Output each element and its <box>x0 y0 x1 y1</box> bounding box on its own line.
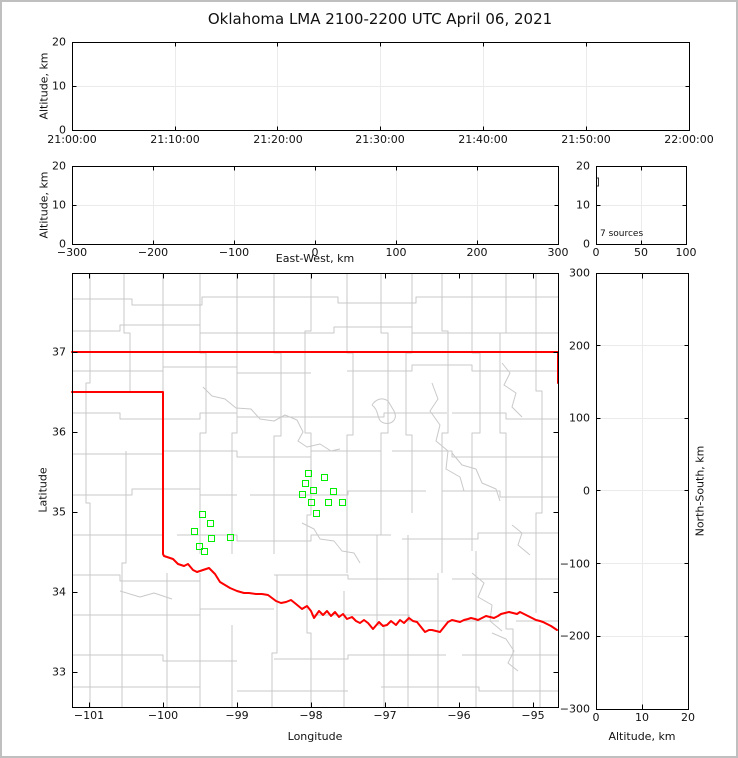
panel-border <box>72 273 559 708</box>
lma-source-marker <box>226 533 234 541</box>
tick-label: 0 <box>59 123 66 137</box>
panel-ticks <box>72 42 690 131</box>
panel-gridlines <box>73 43 689 130</box>
tick-label: 100 <box>385 246 407 259</box>
tick-label: 21:00:00 <box>47 133 97 146</box>
tick-label: −101 <box>73 709 105 722</box>
time-height-panel <box>72 42 690 131</box>
lma-source-marker <box>206 520 214 528</box>
panel-border <box>72 166 559 245</box>
tick-label: −300 <box>56 246 88 259</box>
map-xlabel: Longitude <box>287 730 343 743</box>
tick-label: 0 <box>59 237 66 251</box>
tick-label: 34 <box>52 585 66 599</box>
tick-label: 10 <box>635 711 649 724</box>
tick-label: 0 <box>592 711 600 724</box>
tick-label: −99 <box>225 709 249 722</box>
lma-source-marker <box>302 480 310 488</box>
river-lines <box>119 362 531 672</box>
panel-border <box>596 273 689 710</box>
tick-label: 21:20:00 <box>253 133 303 146</box>
panhandle-and-red-river <box>71 391 558 633</box>
ew-height-xlabel: East-West, km <box>275 252 355 265</box>
tick-label: −200 <box>137 246 169 259</box>
ew-height-panel <box>72 166 559 245</box>
lma-source-marker <box>324 498 332 506</box>
tick-label: −300 <box>559 702 590 716</box>
tick-label: 0 <box>592 246 600 259</box>
panel-gridlines <box>73 167 558 244</box>
lma-source-marker <box>195 542 203 550</box>
lma-source-marker <box>320 473 328 481</box>
tick-label: 200 <box>466 246 488 259</box>
lma-source-marker <box>307 498 315 506</box>
tick-label: 21:10:00 <box>150 133 200 146</box>
tick-label: −95 <box>521 709 545 722</box>
tick-label: 100 <box>675 246 697 259</box>
tick-label: −100 <box>559 557 590 571</box>
tick-label: 20 <box>52 159 66 173</box>
tick-label: 0 <box>311 246 319 259</box>
tick-label: 22:00:00 <box>664 133 714 146</box>
y-axis-label: Altitude, km <box>37 52 51 120</box>
tick-label: −96 <box>447 709 471 722</box>
lma-source-marker <box>199 511 207 519</box>
lma-source-marker <box>191 528 199 536</box>
lma-source-marker <box>309 487 317 495</box>
tick-label: 10 <box>52 198 66 212</box>
ns-height-xlabel: Altitude, km <box>608 730 676 743</box>
lma-source-layer <box>72 273 558 707</box>
lma-source-marker <box>339 499 347 507</box>
y-axis-label: North-South, km <box>693 445 707 537</box>
tick-label: 10 <box>576 198 590 212</box>
panel-ticks <box>72 166 559 245</box>
panel-ticks <box>596 166 687 245</box>
tick-label: −100 <box>147 709 179 722</box>
tick-label: 300 <box>569 266 590 280</box>
tick-label: 33 <box>52 665 66 679</box>
tick-label: 36 <box>52 425 66 439</box>
altitude-histogram-panel <box>596 166 687 245</box>
tick-label: 20 <box>576 159 590 173</box>
tick-label: 300 <box>547 246 569 259</box>
tick-label: −100 <box>218 246 250 259</box>
tick-label: 21:40:00 <box>458 133 508 146</box>
tick-label: 0 <box>583 484 590 498</box>
source-count-annotation: 7 sources <box>600 229 644 239</box>
panel-gridlines <box>597 274 688 709</box>
tick-label: −200 <box>559 629 590 643</box>
page-title: Oklahoma LMA 2100-2200 UTC April 06, 202… <box>207 10 553 28</box>
tick-label: 200 <box>569 339 590 353</box>
tick-label: −97 <box>373 709 397 722</box>
lma-source-marker <box>313 509 321 517</box>
y-axis-label: Latitude <box>36 467 50 513</box>
tick-label: 35 <box>52 505 66 519</box>
panel-ticks <box>72 273 559 708</box>
lma-source-marker <box>207 534 215 542</box>
tick-label: 0 <box>583 237 590 251</box>
panel-ticks <box>596 273 689 710</box>
lma-source-marker <box>200 547 208 555</box>
tick-label: 37 <box>52 345 66 359</box>
lma-source-marker <box>299 490 307 498</box>
plan-view-map-panel <box>71 273 559 708</box>
panel-border <box>72 42 690 131</box>
tick-label: 20 <box>681 711 695 724</box>
panel-border <box>596 166 687 245</box>
lma-source-marker <box>305 470 313 478</box>
tick-label: 50 <box>634 246 648 259</box>
panel-gridlines <box>597 167 686 244</box>
tick-label: −98 <box>299 709 323 722</box>
tick-label: 100 <box>569 411 590 425</box>
lma-source-marker <box>329 488 337 496</box>
ns-height-panel <box>596 273 689 710</box>
tick-label: 21:30:00 <box>355 133 405 146</box>
tick-label: 10 <box>52 79 66 93</box>
tick-label: 21:50:00 <box>561 133 611 146</box>
histogram-trace <box>596 177 599 187</box>
tick-label: 20 <box>52 35 66 49</box>
y-axis-label: Altitude, km <box>37 171 51 239</box>
